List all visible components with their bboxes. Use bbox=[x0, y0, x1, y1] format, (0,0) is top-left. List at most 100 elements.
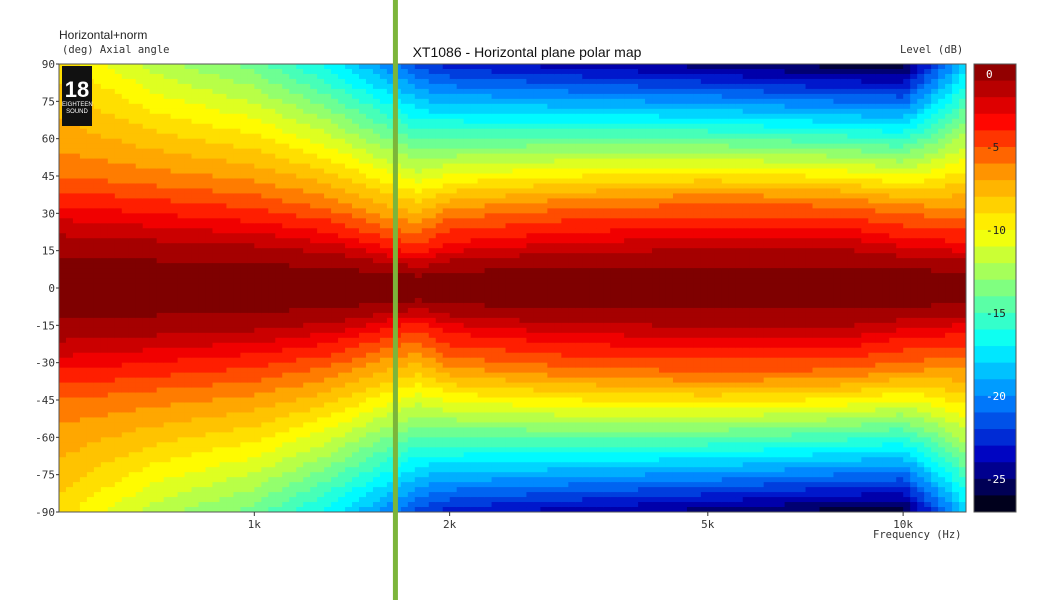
heatmap-cell bbox=[219, 118, 228, 125]
heatmap-cell bbox=[359, 407, 367, 414]
heatmap-cell bbox=[177, 198, 186, 204]
heatmap-cell bbox=[156, 153, 165, 160]
heatmap-cell bbox=[205, 283, 214, 289]
heatmap-cell bbox=[163, 168, 172, 175]
heatmap-cell bbox=[135, 482, 144, 488]
heatmap-cell bbox=[254, 332, 262, 339]
heatmap-cell bbox=[386, 178, 395, 185]
heatmap-cell bbox=[205, 352, 214, 359]
heatmap-cell bbox=[379, 64, 388, 70]
heatmap-cell bbox=[324, 218, 332, 224]
heatmap-cell bbox=[296, 288, 304, 294]
heatmap-cell bbox=[233, 342, 241, 349]
heatmap-cell bbox=[414, 233, 423, 239]
heatmap-cell bbox=[296, 93, 304, 100]
heatmap-cell bbox=[156, 402, 165, 409]
heatmap-cell bbox=[317, 307, 325, 314]
heatmap-cell bbox=[72, 148, 81, 155]
heatmap-cell bbox=[400, 387, 409, 394]
heatmap-cell bbox=[359, 64, 367, 70]
heatmap-cell bbox=[414, 88, 423, 95]
heatmap-cell bbox=[226, 83, 235, 90]
heatmap-cell bbox=[372, 98, 381, 105]
heatmap-cell bbox=[386, 477, 395, 483]
heatmap-cell bbox=[261, 183, 269, 190]
heatmap-cell bbox=[170, 372, 179, 379]
heatmap-cell bbox=[114, 442, 123, 448]
heatmap-cell bbox=[149, 138, 158, 145]
heatmap-cell bbox=[177, 188, 186, 195]
heatmap-cell bbox=[289, 148, 297, 155]
heatmap-cell bbox=[352, 337, 360, 344]
heatmap-cell bbox=[59, 337, 67, 344]
heatmap-cell bbox=[331, 173, 339, 180]
heatmap-cell bbox=[79, 352, 88, 359]
heatmap-cell bbox=[400, 447, 409, 453]
heatmap-cell bbox=[121, 327, 130, 334]
heatmap-cell bbox=[324, 472, 332, 478]
heatmap-cell bbox=[282, 507, 290, 512]
heatmap-cell bbox=[435, 73, 444, 80]
heatmap-cell bbox=[386, 268, 395, 274]
heatmap-cell bbox=[233, 138, 241, 145]
heatmap-cell bbox=[324, 68, 332, 75]
heatmap-cell bbox=[365, 317, 374, 324]
heatmap-cell bbox=[121, 93, 130, 100]
heatmap-cell bbox=[400, 173, 409, 180]
heatmap-cell bbox=[100, 153, 109, 160]
heatmap-cell bbox=[379, 193, 388, 199]
heatmap-cell bbox=[324, 193, 332, 199]
heatmap-cell bbox=[289, 402, 297, 409]
heatmap-cell bbox=[303, 208, 311, 214]
heatmap-cell bbox=[352, 432, 360, 438]
heatmap-cell bbox=[428, 153, 437, 160]
heatmap-cell bbox=[275, 103, 283, 110]
heatmap-cell bbox=[128, 188, 137, 195]
heatmap-cell bbox=[386, 482, 395, 488]
heatmap-cell bbox=[107, 173, 116, 180]
heatmap-cell bbox=[352, 108, 360, 115]
heatmap-cell bbox=[379, 283, 388, 289]
heatmap-cell bbox=[149, 347, 158, 354]
heatmap-cell bbox=[268, 273, 276, 279]
heatmap-cell bbox=[247, 427, 255, 433]
heatmap-cell bbox=[338, 492, 346, 498]
heatmap-cell bbox=[428, 322, 437, 329]
heatmap-cell bbox=[261, 218, 269, 224]
heatmap-cell bbox=[442, 213, 451, 219]
heatmap-cell bbox=[261, 133, 269, 140]
heatmap-cell bbox=[100, 297, 109, 304]
heatmap-cell bbox=[72, 213, 81, 219]
heatmap-cell bbox=[128, 357, 137, 364]
heatmap-cell bbox=[345, 447, 353, 453]
heatmap-cell bbox=[386, 292, 395, 299]
heatmap-cell bbox=[247, 387, 255, 394]
heatmap-cell bbox=[275, 203, 283, 209]
heatmap-cell bbox=[149, 437, 158, 443]
heatmap-cell bbox=[365, 447, 374, 453]
heatmap-cell bbox=[310, 208, 318, 214]
heatmap-cell bbox=[365, 407, 374, 414]
heatmap-cell bbox=[142, 412, 151, 419]
heatmap-cell bbox=[205, 208, 214, 214]
heatmap-cell bbox=[400, 123, 409, 130]
heatmap-cell bbox=[72, 243, 81, 249]
heatmap-cell bbox=[65, 233, 74, 239]
heatmap-cell bbox=[191, 203, 200, 209]
heatmap-cell bbox=[170, 502, 179, 508]
heatmap-cell bbox=[275, 302, 283, 309]
heatmap-cell bbox=[219, 263, 228, 269]
heatmap-cell bbox=[114, 342, 123, 349]
heatmap-cell bbox=[65, 228, 74, 234]
heatmap-cell bbox=[107, 228, 116, 234]
heatmap-cell bbox=[345, 467, 353, 473]
heatmap-cell bbox=[135, 332, 144, 339]
heatmap-cell bbox=[184, 93, 193, 100]
heatmap-cell bbox=[93, 392, 102, 399]
heatmap-cell bbox=[135, 372, 144, 379]
heatmap-cell bbox=[163, 347, 172, 354]
heatmap-cell bbox=[435, 158, 444, 165]
heatmap-cell bbox=[372, 83, 381, 90]
heatmap-cell bbox=[198, 292, 207, 299]
heatmap-cell bbox=[240, 482, 248, 488]
